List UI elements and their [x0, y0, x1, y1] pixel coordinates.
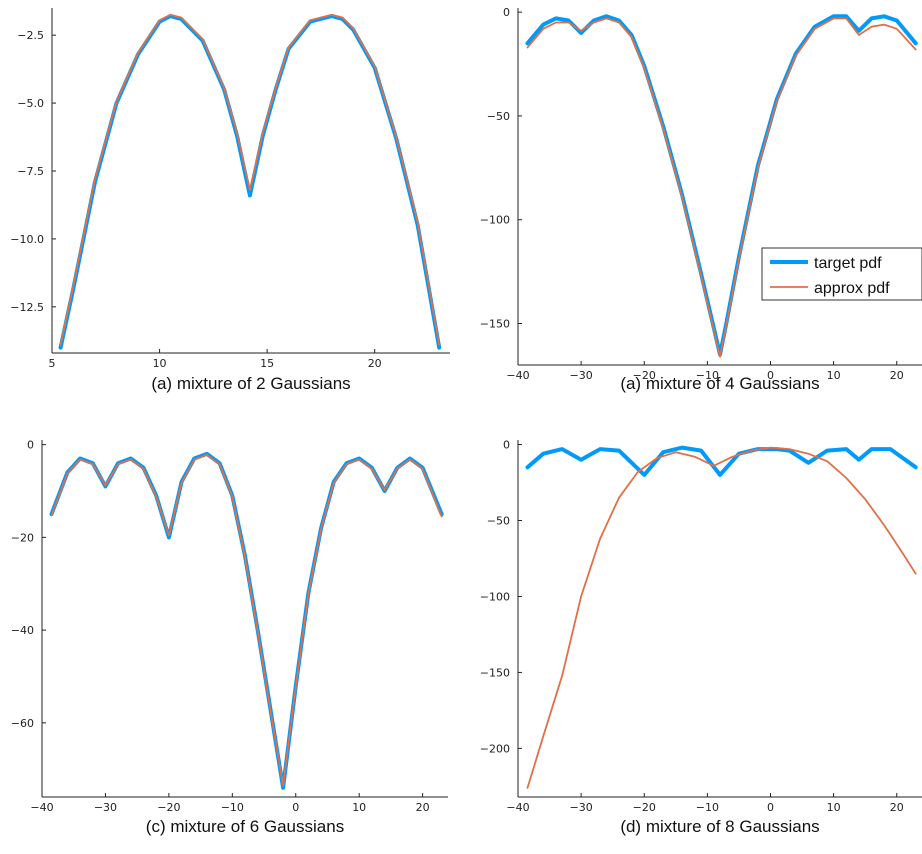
y-tick-label: −60: [11, 717, 34, 730]
panel-3: −40 −30 −20 −10 0 10 20 −60 −40 −20 0 (c) mixture o…: [11, 439, 448, 836]
x-tick-label: 0: [767, 369, 774, 382]
x-tick-label: −10: [696, 801, 719, 814]
legend-target-label: target pdf: [814, 255, 882, 272]
target-pdf-line: [49, 451, 444, 790]
y-tick-label: −200: [480, 742, 510, 755]
y-tick-label: 0: [503, 439, 510, 452]
y-tick-label: −10.0: [10, 233, 44, 246]
panel-caption: (a) mixture of 4 Gaussians: [620, 374, 819, 393]
panel-caption: (a) mixture of 2 Gaussians: [151, 374, 350, 393]
y-tick-label: −150: [480, 317, 510, 330]
y-tick-label: −12.5: [10, 301, 44, 314]
y-tick-label: 0: [503, 6, 510, 19]
x-tick-label: 10: [153, 357, 167, 370]
x-tick-label: 0: [292, 801, 299, 814]
approx-pdf-line: [526, 17, 917, 358]
x-tick-label: −40: [506, 801, 529, 814]
approx-pdf-line: [59, 13, 441, 346]
x-tick-label: −40: [506, 369, 529, 382]
x-tick-label: −30: [570, 801, 593, 814]
x-tick-label: −40: [30, 801, 53, 814]
legend-approx-label: approx pdf: [814, 280, 890, 297]
y-tick-label: −2.5: [17, 29, 44, 42]
y-tick-label: −5.0: [17, 97, 44, 110]
x-tick-label: 20: [368, 357, 382, 370]
x-tick-label: 0: [767, 801, 774, 814]
target-pdf-line: [58, 14, 442, 350]
x-tick-label: −20: [633, 369, 656, 382]
y-tick-label: −20: [11, 531, 34, 544]
x-tick-label: 10: [827, 369, 841, 382]
panel-4: −40 −30 −20 −10 0 10 20−200−150−100−500(d) mix…: [480, 439, 922, 836]
y-tick-label: −50: [487, 110, 510, 123]
y-tick-label: −100: [480, 214, 510, 227]
panel-caption: (c) mixture of 6 Gaussians: [146, 817, 344, 836]
legend: target pdf approx pdf: [761, 247, 922, 301]
x-tick-label: −30: [94, 801, 117, 814]
target-pdf-line: [525, 445, 918, 477]
x-tick-label: −30: [570, 369, 593, 382]
x-tick-label: 15: [260, 357, 274, 370]
x-tick-label: 20: [890, 801, 904, 814]
x-tick-label: 20: [890, 369, 904, 382]
y-tick-label: −40: [11, 624, 34, 637]
x-tick-label: −20: [157, 801, 180, 814]
y-tick-label: −50: [487, 515, 510, 528]
y-tick-label: −150: [480, 666, 510, 679]
y-tick-label: 0: [27, 439, 34, 452]
target-pdf-line: [525, 14, 918, 357]
x-tick-label: −20: [633, 801, 656, 814]
panel-1: 5 10 15 20 −12.5 −10.0 −7.5 −5.0 −2.5 (a) mixture…: [10, 8, 450, 393]
x-tick-label: −10: [696, 369, 719, 382]
panel-caption: (d) mixture of 8 Gaussians: [620, 817, 819, 836]
x-tick-label: 20: [416, 801, 430, 814]
y-tick-label: −100: [480, 590, 510, 603]
x-tick-label: 10: [352, 801, 366, 814]
x-tick-label: −10: [221, 801, 244, 814]
approx-pdf-line: [50, 453, 443, 787]
x-tick-label: 10: [827, 801, 841, 814]
panel-2: −40 −30 −20 −10 0 10 20−150−100−500(a) mixture…: [480, 6, 922, 393]
y-tick-label: −7.5: [17, 165, 44, 178]
approx-pdf-line: [526, 446, 917, 789]
x-tick-label: 5: [49, 357, 56, 370]
legend-box: [761, 247, 922, 301]
